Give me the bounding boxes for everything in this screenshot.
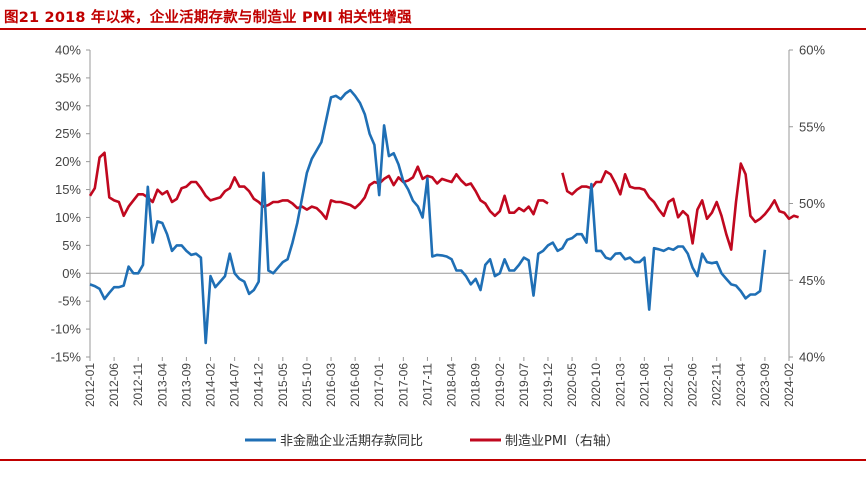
y-right-tick-label: 60% — [799, 43, 825, 58]
x-tick-label: 2014-12 — [252, 363, 266, 407]
x-tick-label: 2012-11 — [131, 363, 145, 406]
y-right-tick-label: 45% — [799, 273, 825, 288]
x-tick-label: 2022-06 — [686, 363, 700, 407]
series-pmi-line — [88, 151, 549, 221]
footer-rule — [0, 459, 866, 461]
x-tick-label: 2016-08 — [348, 363, 362, 407]
x-tick-label: 2016-03 — [324, 363, 338, 407]
y-left-tick-label: 10% — [55, 210, 81, 225]
series-deposit-line — [89, 88, 767, 345]
y-left-tick-label: 25% — [55, 126, 81, 141]
x-tick-label: 2023-09 — [758, 363, 772, 407]
x-tick-label: 2017-01 — [372, 363, 386, 407]
x-tick-label: 2019-02 — [493, 363, 507, 407]
y-right-tick-label: 40% — [799, 350, 825, 365]
x-tick-label: 2017-11 — [420, 363, 434, 406]
y-left-tick-label: -10% — [51, 322, 82, 337]
x-tick-label: 2022-01 — [661, 363, 675, 407]
x-tick-label: 2020-05 — [565, 363, 579, 407]
x-tick-label: 2021-08 — [637, 363, 651, 407]
y-left-tick-label: 30% — [55, 98, 81, 113]
y-right-tick-label: 55% — [799, 119, 825, 134]
x-tick-label: 2021-03 — [613, 363, 627, 407]
x-tick-label: 2013-09 — [179, 363, 193, 407]
y-left-tick-label: 20% — [55, 154, 81, 169]
x-tick-label: 2023-04 — [734, 363, 748, 407]
y-left-tick-label: 15% — [55, 182, 81, 197]
x-tick-label: 2015-10 — [300, 363, 314, 407]
x-tick-label: 2017-06 — [396, 363, 410, 407]
chart-title: 图21 2018 年以来，企业活期存款与制造业 PMI 相关性增强 — [4, 10, 412, 26]
x-tick-label: 2015-05 — [276, 363, 290, 407]
x-tick-label: 2014-07 — [228, 363, 242, 407]
x-tick-label: 2013-04 — [155, 363, 169, 407]
x-tick-label: 2022-11 — [710, 363, 724, 406]
y-right-tick-label: 50% — [799, 196, 825, 211]
legend-label-pmi: 制造业PMI（右轴） — [505, 434, 619, 449]
x-tick-label: 2012-06 — [107, 363, 121, 407]
x-tick-label: 2020-10 — [589, 363, 603, 407]
y-left-tick-label: 35% — [55, 70, 81, 85]
series-pmi-line-2 — [561, 162, 799, 251]
x-tick-label: 2012-01 — [83, 363, 97, 407]
legend-label-deposit: 非金融企业活期存款同比 — [280, 433, 423, 449]
y-left-tick-label: 40% — [55, 43, 81, 58]
x-tick-label: 2018-04 — [445, 363, 459, 407]
y-left-tick-label: -15% — [51, 350, 82, 365]
x-tick-label: 2018-09 — [469, 363, 483, 407]
x-tick-label: 2019-12 — [541, 363, 555, 407]
y-left-tick-label: -5% — [58, 294, 82, 309]
x-tick-label: 2014-02 — [204, 363, 218, 407]
y-left-tick-label: 0% — [62, 266, 81, 281]
title-rule — [0, 28, 866, 30]
x-tick-label: 2019-07 — [517, 363, 531, 407]
y-left-tick-label: 5% — [62, 238, 81, 253]
x-tick-label: 2024-02 — [782, 363, 796, 407]
